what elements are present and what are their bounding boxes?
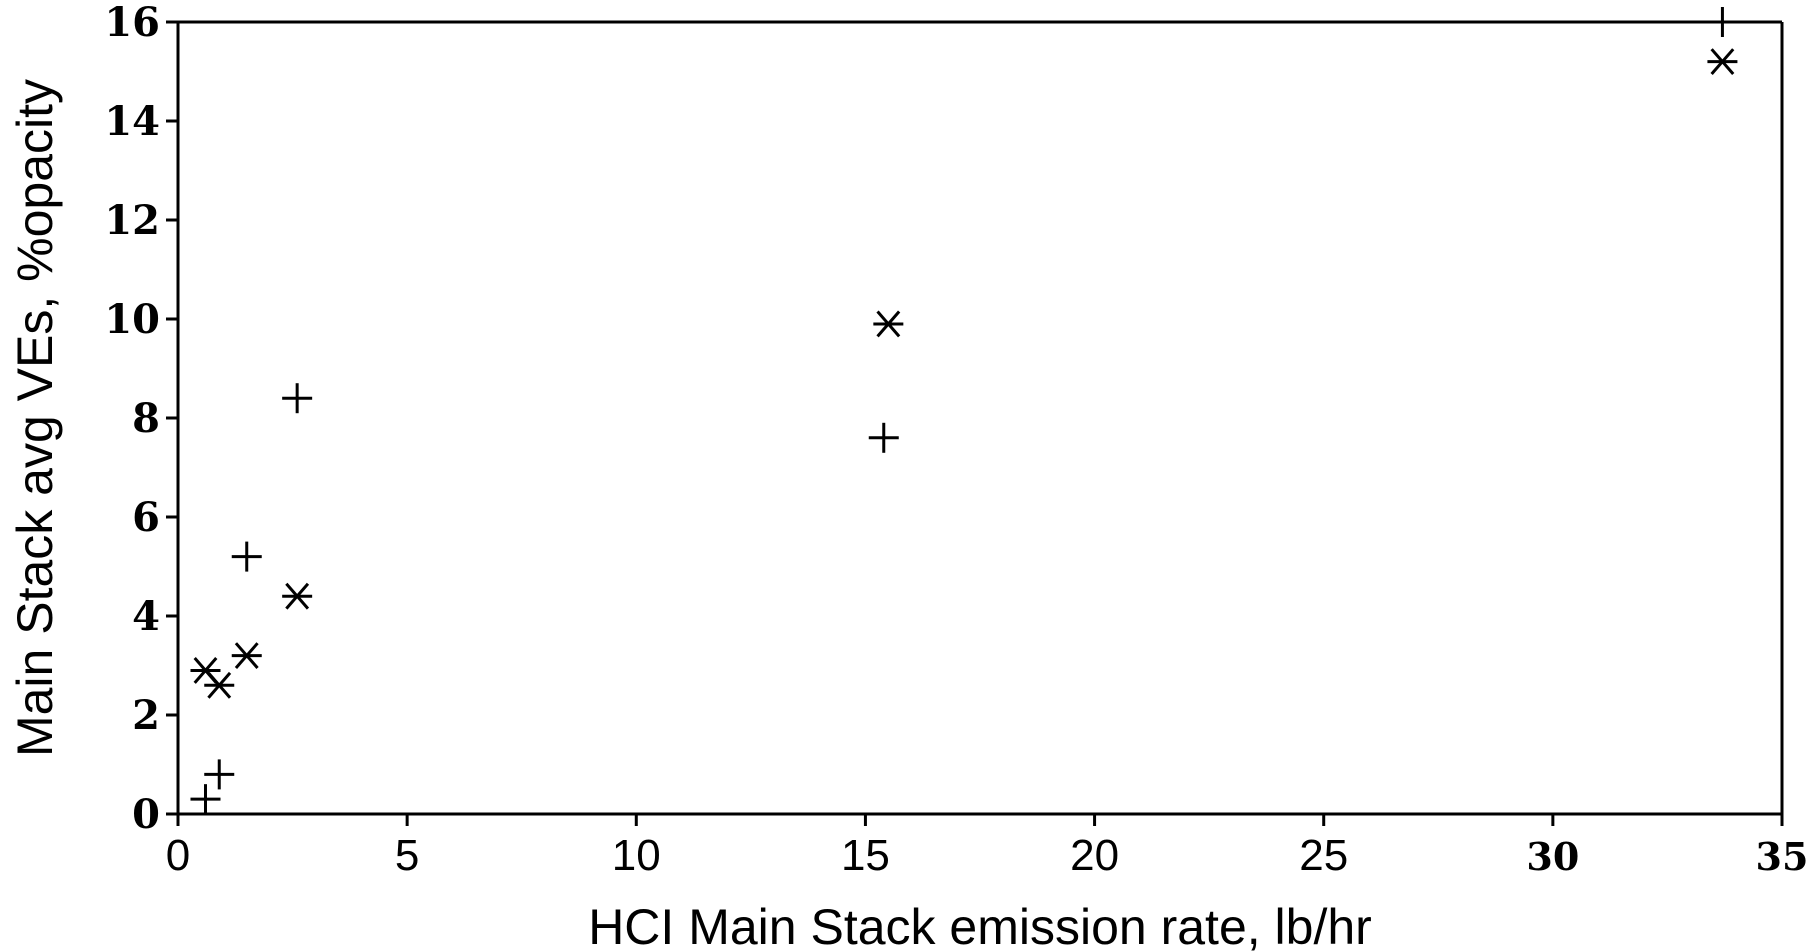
x-tick-label: 20 xyxy=(1070,831,1119,880)
plus-marker xyxy=(231,541,262,572)
asterisk-marker xyxy=(282,582,313,610)
asterisk-marker xyxy=(1707,48,1738,76)
y-axis-ticks: 0 2 4 6 8 10 12 14 16 xyxy=(104,0,178,838)
x-axis-label: HCI Main Stack emission rate, lb/hr xyxy=(588,899,1372,952)
asterisk-marker xyxy=(190,657,221,684)
plot-frame xyxy=(176,20,1784,816)
plus-marker xyxy=(868,422,899,453)
y-axis-label: Main Stack avg VEs, %opacity xyxy=(7,79,63,757)
asterisk-marker xyxy=(873,310,904,338)
y-tick-label: 14 xyxy=(104,98,160,145)
x-tick-label: 10 xyxy=(612,831,661,880)
x-tick-label: 5 xyxy=(395,831,419,880)
y-tick-label: 8 xyxy=(132,395,160,442)
x-tick-label: 25 xyxy=(1299,831,1348,880)
plus-marker xyxy=(190,784,221,815)
y-tick-label: 12 xyxy=(104,197,160,244)
asterisk-marker xyxy=(231,642,262,670)
x-tick-label: 35 xyxy=(1756,834,1809,879)
y-tick-label: 6 xyxy=(132,494,160,541)
y-tick-label: 10 xyxy=(104,296,160,343)
x-axis-ticks: 0 5 10 15 20 25 30 35 xyxy=(166,814,1809,880)
x-tick-label: 0 xyxy=(166,831,190,880)
plus-marker xyxy=(282,383,313,414)
data-markers xyxy=(190,7,1738,815)
y-tick-label: 4 xyxy=(132,593,160,640)
y-tick-label: 2 xyxy=(132,692,160,739)
plus-marker xyxy=(204,759,235,790)
x-tick-label: 30 xyxy=(1526,834,1579,879)
plus-marker xyxy=(1707,7,1738,37)
y-tick-label: 16 xyxy=(104,0,160,46)
y-tick-label: 0 xyxy=(132,791,160,838)
x-tick-label: 15 xyxy=(841,831,890,880)
asterisk-marker xyxy=(204,671,235,699)
